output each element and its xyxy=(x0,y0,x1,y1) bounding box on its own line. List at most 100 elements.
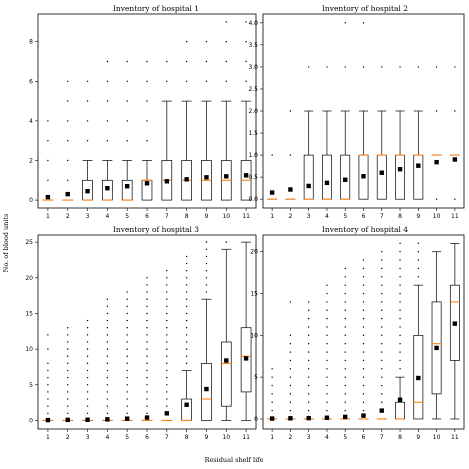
mean-marker xyxy=(243,356,249,361)
x-tick-label: 7 xyxy=(165,434,169,441)
x-tick-label: 4 xyxy=(325,213,329,220)
outlier-point xyxy=(106,319,109,322)
outlier-point xyxy=(67,159,69,162)
outlier-point xyxy=(307,326,310,328)
outlier-point xyxy=(225,60,227,63)
y-tick-label: 15 xyxy=(250,291,258,298)
outlier-point xyxy=(381,317,383,320)
outlier-point xyxy=(86,405,89,407)
outlier-point xyxy=(344,284,346,286)
outlier-point xyxy=(381,326,383,328)
outlier-point xyxy=(106,139,109,142)
y-tick-label: 2 xyxy=(29,157,33,164)
mean-marker xyxy=(144,415,150,420)
outlier-point xyxy=(399,317,401,320)
outlier-point xyxy=(381,351,383,353)
outlier-point xyxy=(271,409,273,412)
y-tick-label: 1.0 xyxy=(248,152,258,159)
outlier-point xyxy=(417,259,420,261)
outlier-point xyxy=(86,376,89,379)
y-tick-label: 10 xyxy=(250,332,258,339)
outlier-point xyxy=(362,292,365,295)
outlier-point xyxy=(67,391,69,393)
outlier-point xyxy=(362,343,365,345)
mean-marker xyxy=(85,188,90,194)
mean-marker xyxy=(306,415,311,421)
outlier-point xyxy=(454,66,456,68)
box-iqr xyxy=(340,154,351,200)
outlier-point xyxy=(381,334,383,337)
outlier-point xyxy=(67,100,69,102)
x-tick-label: 10 xyxy=(222,213,230,220)
outlier-point xyxy=(86,334,89,336)
outlier-point xyxy=(86,341,89,343)
mean-marker xyxy=(85,417,90,422)
figure-ylabel: No. of blood units xyxy=(2,214,10,273)
x-tick-label: 1 xyxy=(270,434,274,441)
outlier-point xyxy=(146,334,148,336)
outlier-point xyxy=(146,100,148,102)
outlier-point xyxy=(326,359,328,362)
outlier-point xyxy=(146,312,148,315)
outlier-point xyxy=(185,291,188,293)
outlier-point xyxy=(67,120,69,122)
mean-marker xyxy=(224,174,229,179)
outlier-point xyxy=(67,369,69,372)
outlier-point xyxy=(185,277,188,279)
outlier-point xyxy=(106,312,109,315)
outlier-point xyxy=(126,405,128,407)
outlier-point xyxy=(67,405,69,407)
outlier-point xyxy=(86,369,89,372)
outlier-point xyxy=(344,351,346,353)
outlier-point xyxy=(326,284,328,286)
x-tick-label: 10 xyxy=(433,434,441,441)
outlier-point xyxy=(86,319,89,322)
outlier-point xyxy=(307,376,310,378)
outlier-point xyxy=(86,398,89,400)
mean-marker xyxy=(397,397,403,402)
outlier-point xyxy=(307,401,310,403)
outlier-point xyxy=(146,405,148,407)
outlier-point xyxy=(289,409,292,412)
outlier-point xyxy=(326,326,328,328)
mean-marker xyxy=(434,159,439,165)
box-iqr xyxy=(220,341,232,407)
outlier-point xyxy=(205,277,208,279)
outlier-point xyxy=(454,198,456,200)
outlier-point xyxy=(362,351,365,353)
outlier-point xyxy=(362,376,365,378)
outlier-point xyxy=(166,384,168,386)
outlier-point xyxy=(67,412,69,415)
outlier-point xyxy=(47,334,49,336)
outlier-point xyxy=(381,309,383,311)
outlier-point xyxy=(146,362,148,365)
mean-marker xyxy=(105,186,110,191)
outlier-point xyxy=(47,362,49,365)
outlier-point xyxy=(126,412,128,415)
mean-marker xyxy=(361,174,366,179)
outlier-point xyxy=(86,327,89,329)
x-tick-label: 2 xyxy=(66,213,70,220)
outlier-point xyxy=(146,284,148,286)
outlier-point xyxy=(271,368,273,370)
x-tick-label: 2 xyxy=(288,434,292,441)
outlier-point xyxy=(126,100,128,102)
outlier-point xyxy=(362,368,365,370)
box-iqr xyxy=(395,401,405,420)
outlier-point xyxy=(86,391,89,393)
outlier-point xyxy=(326,292,328,295)
outlier-point xyxy=(146,341,148,343)
subplot-title: Inventory of hospital 3 xyxy=(113,225,199,234)
outlier-point xyxy=(344,326,346,328)
outlier-point xyxy=(166,298,168,300)
outlier-point xyxy=(435,198,438,200)
x-tick-label: 11 xyxy=(451,213,459,220)
outlier-point xyxy=(344,384,346,387)
outlier-point xyxy=(307,309,310,311)
outlier-point xyxy=(362,326,365,328)
x-tick-label: 3 xyxy=(307,434,311,441)
outlier-point xyxy=(126,327,128,329)
x-tick-label: 1 xyxy=(46,213,50,220)
mean-marker xyxy=(324,180,330,186)
